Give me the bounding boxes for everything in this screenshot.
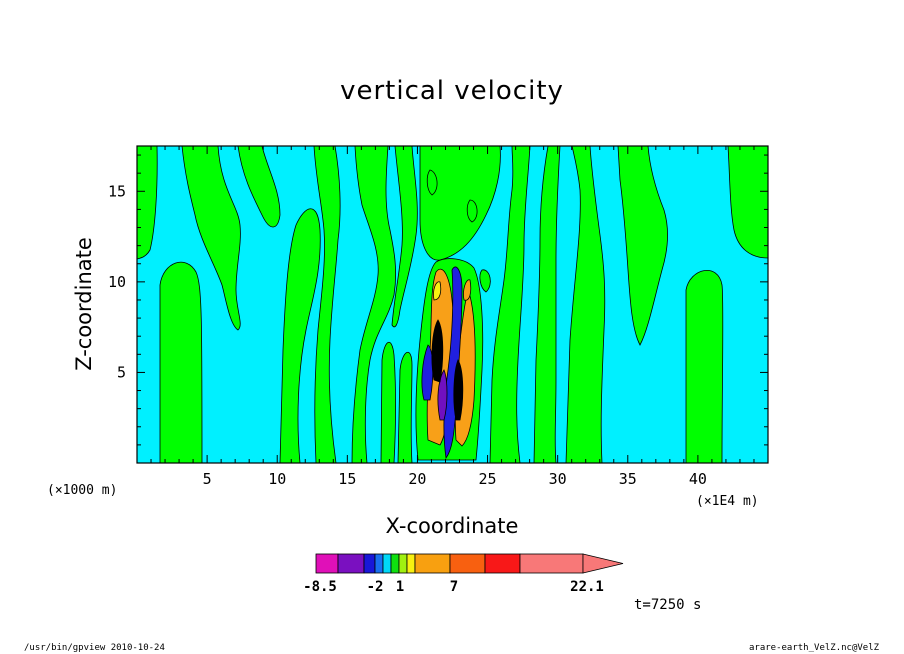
x-tick-label: 5 [203, 470, 212, 488]
green-region [426, 169, 438, 196]
green-region [533, 145, 561, 464]
colorbar-labels: -8.5 -2 1 7 22.1 [303, 579, 604, 595]
footer-right: arare-earth_VelZ.nc@VelZ [749, 643, 880, 653]
colorbar-segment [414, 553, 451, 574]
convective-core [415, 258, 484, 461]
colorbar-tick-label: 7 [450, 579, 458, 595]
downdraft-region [431, 319, 444, 383]
colorbar-segment [449, 553, 486, 574]
colorbar-segment [390, 553, 400, 574]
colorbar-segment [315, 553, 339, 574]
green-region [380, 342, 396, 464]
x-tick-label: 10 [268, 470, 286, 488]
x-tick-label: 40 [689, 470, 707, 488]
plot-frame [136, 145, 769, 464]
green-regions [136, 145, 769, 464]
green-region [565, 145, 606, 464]
footer-left: /usr/bin/gpview 2010-10-24 [24, 643, 165, 653]
colorbar-segment [398, 553, 408, 574]
colorbar-segment [519, 553, 584, 574]
green-region [181, 145, 241, 331]
green-region [397, 352, 413, 464]
y-axis-label: Z-coordinate [72, 237, 96, 371]
x-tick-labels: 5 10 15 20 25 30 35 40 [203, 470, 707, 488]
green-region [237, 145, 281, 228]
green-region [159, 261, 203, 464]
green-region [391, 145, 418, 328]
green-region [136, 145, 158, 260]
green-region [685, 269, 724, 464]
x-tick-label: 25 [479, 470, 497, 488]
colorbar-segment [337, 553, 365, 574]
colorbar-tick-label: -8.5 [303, 579, 337, 595]
x-unit-right: (×1E4 m) [696, 494, 759, 509]
colorbar-tick-label: 22.1 [570, 579, 604, 595]
colorbar-segment [484, 553, 521, 574]
x-axis [150, 146, 755, 463]
downdraft-region [421, 344, 434, 401]
y-tick-label: 5 [117, 363, 126, 381]
green-region [466, 199, 478, 223]
chart-title: vertical velocity [340, 76, 564, 106]
colorbar-tick-label: 1 [396, 579, 404, 595]
x-tick-label: 20 [408, 470, 426, 488]
colorbar [315, 553, 624, 574]
x-axis-label: X-coordinate [385, 514, 519, 538]
y-tick-label: 15 [108, 182, 126, 200]
x-tick-label: 15 [338, 470, 356, 488]
colorbar-segment [363, 553, 376, 574]
green-region [727, 145, 769, 259]
green-region [479, 269, 491, 293]
colorbar-arrow [582, 553, 624, 574]
green-region [419, 145, 501, 261]
time-label: t=7250 s [634, 597, 702, 613]
colorbar-segment [382, 553, 392, 574]
green-region [279, 208, 321, 464]
green-region [617, 145, 668, 346]
colorbar-segment [406, 553, 416, 574]
colorbar-tick-label: -2 [367, 579, 384, 595]
y-axis [137, 154, 768, 446]
updraft-region [433, 281, 442, 301]
x-unit-left: (×1000 m) [47, 483, 118, 498]
updraft-region [463, 279, 472, 301]
y-tick-labels: 5 10 15 [108, 182, 126, 381]
x-tick-label: 30 [549, 470, 567, 488]
y-tick-label: 10 [108, 273, 126, 291]
downdraft-region [453, 359, 464, 421]
downdraft-region [437, 369, 448, 421]
colorbar-segment [374, 553, 384, 574]
x-tick-label: 35 [619, 470, 637, 488]
